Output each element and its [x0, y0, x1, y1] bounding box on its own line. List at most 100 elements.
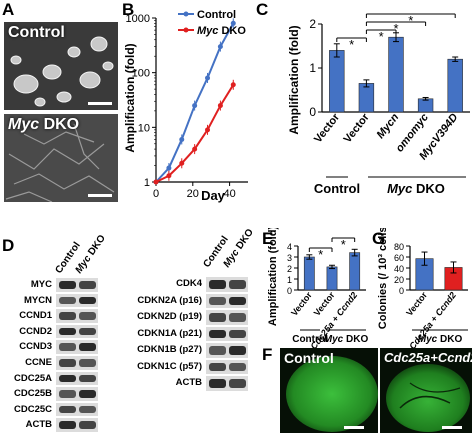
blot-left-row-strip [56, 340, 98, 354]
blot-right-row-band [229, 329, 246, 338]
blot-col-dko-left: Myc DKO [73, 233, 108, 276]
c-plot-category-label: Mycn [375, 111, 402, 141]
g-plot-ytick-label: 20 [394, 275, 404, 285]
chart-b-xlabel: Day [201, 188, 226, 203]
legend-control: Control [197, 9, 236, 21]
blot-right-row-band [229, 296, 246, 305]
chart-b-point [230, 20, 236, 26]
scale-bar [344, 426, 364, 429]
scale-bar [442, 426, 462, 429]
blot-right-row-strip [206, 376, 248, 391]
scale-bar [88, 102, 112, 105]
cell-spread-image [5, 123, 115, 202]
panel-d-column-headers: Control Myc DKO Control Myc DKO [53, 227, 256, 276]
blot-right-row-band [229, 362, 246, 371]
c-plot-ytick-label: 1 [309, 61, 316, 75]
blot-right-row-label: CDKN1B (p27) [137, 344, 202, 355]
panel-f-label: F [262, 345, 273, 364]
blot-left-row-strip [56, 324, 98, 339]
e-plot-sig-star: * [318, 247, 323, 262]
blot-left-row-strip [56, 356, 98, 370]
blot-left-row-label: CDC25A [13, 372, 52, 384]
chart-e-ylabel: Amplification (fold) [267, 228, 279, 326]
chart-b-point [153, 179, 159, 185]
panel-a-label: A [2, 0, 15, 19]
blot-left-row-label: CCND1 [19, 310, 52, 322]
blot-left-row-label: CCND3 [19, 341, 52, 353]
chart-b-xtick-label: 0 [153, 188, 159, 200]
chart-b-ylabel: Amplification (fold) [123, 43, 137, 152]
blot-right-row-label: ACTB [175, 377, 202, 388]
blot-right-row-band [229, 280, 246, 289]
e-plot-bar-0 [303, 256, 315, 291]
blot-left-row-band [59, 281, 76, 289]
c-plot-ytick-label: 2 [309, 17, 316, 31]
blot-left-row-band [79, 343, 96, 351]
chart-b-xtick-label: 40 [223, 188, 235, 200]
blot-left-row-label: MYC [30, 279, 52, 290]
blot-right-row-band [229, 379, 246, 388]
blot-left-row-band [79, 421, 96, 429]
blot-left-row-strip [56, 309, 98, 323]
blot-left-row-band [59, 374, 76, 383]
chart-b-point [217, 103, 223, 109]
e-plot-sig-star: * [341, 237, 346, 252]
blot-right-row-strip [206, 277, 248, 292]
e-plot-ytick-label: 4 [287, 242, 292, 252]
blot-left-row-band [79, 312, 96, 320]
chart-b-point [179, 136, 185, 142]
blot-right-row-label: CDKN1A (p21) [137, 327, 202, 339]
scale-bar [88, 194, 112, 197]
blot-right-row-band [229, 313, 246, 322]
c-plot-sig-star: * [379, 29, 384, 44]
blot-left-row-band [59, 312, 76, 320]
organ-green-image [286, 356, 378, 432]
blot-right-row-strip [206, 293, 248, 308]
chart-b-legend: Control Myc DKO [178, 9, 246, 37]
g-plot-category-label: Vector [404, 290, 429, 318]
chart-b-point [192, 103, 198, 109]
chart-b-ytick-label: 10 [138, 122, 150, 134]
blot-right-row-strip [206, 310, 248, 325]
blot-left-row-band [79, 405, 96, 414]
blot-left-row-strip [56, 293, 98, 308]
panel-e-label: E [262, 229, 274, 248]
blot-left-row-band [59, 421, 76, 429]
g-plot-ytick-label: 0 [399, 286, 404, 296]
blot-left-row-band [79, 359, 96, 367]
blot-left-row-band [79, 281, 96, 289]
chart-e: Amplification (fold) 01234VectorVectorCd… [267, 228, 368, 348]
blot-left-row-band [59, 390, 76, 398]
c-plot-bar-3 [417, 98, 434, 113]
blot-left-row-band [59, 327, 76, 336]
fluorescence-control: Control [280, 348, 378, 433]
c-plot-bar-1 [358, 83, 375, 113]
c-plot-category-label: Vector [342, 111, 373, 145]
cell-colonies-image [10, 36, 114, 107]
blot-right-row-band [209, 313, 226, 322]
blot-left-row-label: CCND2 [19, 325, 52, 337]
chart-b-ytick-label: 1000 [126, 13, 150, 25]
chart-g-ylabel: Colonies (/ 10³ cells) [377, 228, 389, 329]
blot-left-row-band [79, 327, 96, 336]
organ-green-image [386, 364, 470, 432]
fluorescence-treated-caption: Cdc25a+Ccnd2 [384, 350, 472, 365]
chart-b-xtick-label: 20 [187, 188, 199, 200]
blot-right-row-strip [206, 343, 248, 358]
c-plot-category-label: Vector [312, 111, 343, 145]
chart-b-ytick-label: 100 [132, 68, 150, 80]
blot-right-row-band [209, 379, 226, 388]
panel-c-label: C [256, 0, 269, 19]
blot-right-row-band [209, 362, 226, 371]
c-plot-bar-4 [447, 58, 463, 113]
blot-right-row-strip [206, 326, 248, 341]
blot-left-row-label: CDC25C [13, 403, 52, 415]
blot-right-row-band [209, 329, 226, 338]
c-plot-bar-2 [388, 36, 404, 113]
chart-b-ytick-label: 1 [144, 177, 150, 189]
blot-left-row-band [79, 374, 96, 383]
